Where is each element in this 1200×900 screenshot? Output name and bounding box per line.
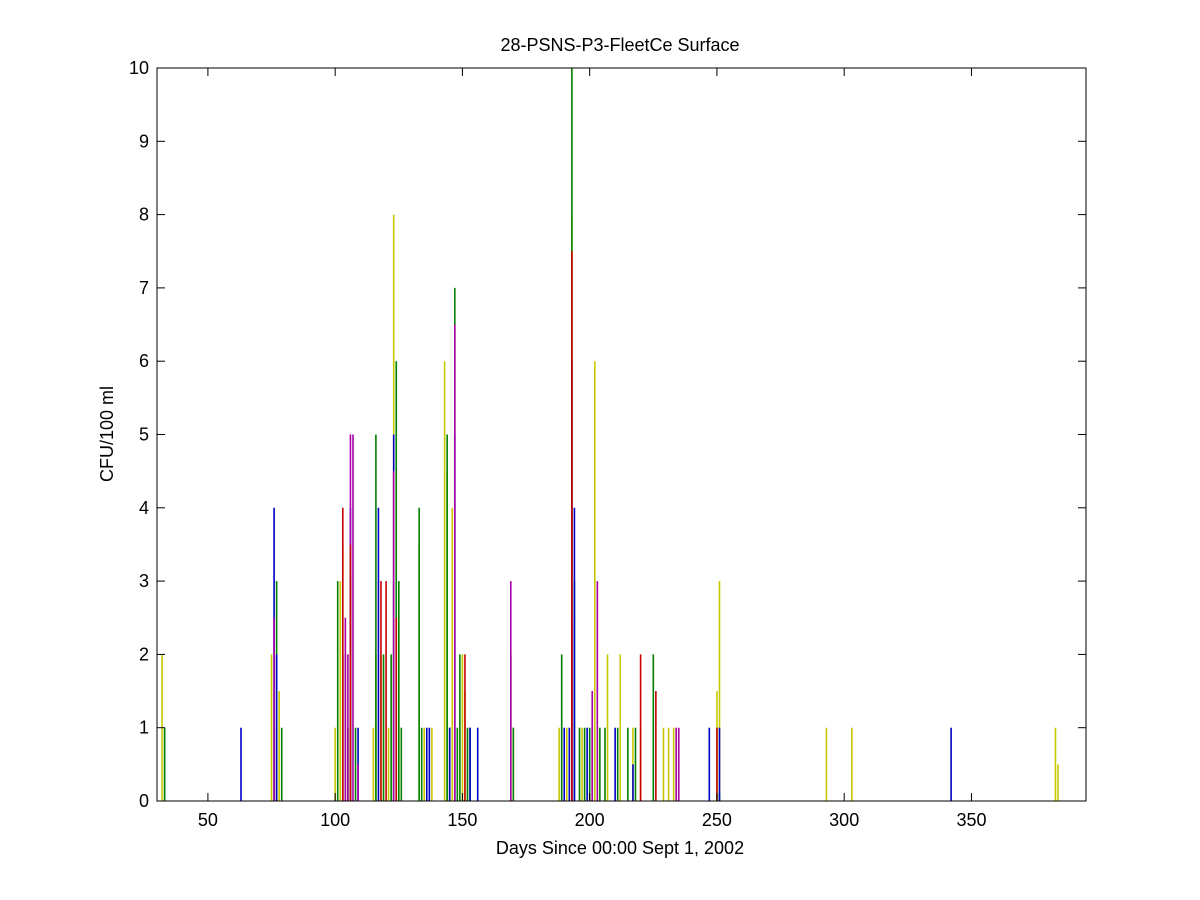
y-tick-label: 9 — [139, 131, 149, 151]
x-axis-title: Days Since 00:00 Sept 1, 2002 — [496, 838, 744, 858]
y-tick-label: 7 — [139, 278, 149, 298]
y-tick-label: 0 — [139, 791, 149, 811]
plot-frame — [156, 67, 1087, 802]
y-tick-label: 6 — [139, 351, 149, 371]
y-tick-label: 5 — [139, 425, 149, 445]
y-tick-label: 1 — [139, 718, 149, 738]
y-tick-label: 10 — [129, 58, 149, 78]
y-axis-title: CFU/100 ml — [97, 386, 117, 482]
x-tick-label: 350 — [956, 810, 986, 830]
x-tick-label: 250 — [702, 810, 732, 830]
y-tick-label: 2 — [139, 644, 149, 664]
chart-title: 28-PSNS-P3-FleetCe Surface — [500, 35, 739, 55]
x-tick-label: 200 — [575, 810, 605, 830]
x-axis: 50 100 150 200 250 300 350 — [198, 68, 986, 830]
bars-group — [161, 68, 1059, 801]
x-tick-label: 100 — [320, 810, 350, 830]
y-tick-label: 4 — [139, 498, 149, 518]
y-tick-label: 8 — [139, 205, 149, 225]
y-tick-label: 3 — [139, 571, 149, 591]
x-tick-label: 50 — [198, 810, 218, 830]
x-tick-label: 300 — [829, 810, 859, 830]
x-tick-label: 150 — [447, 810, 477, 830]
